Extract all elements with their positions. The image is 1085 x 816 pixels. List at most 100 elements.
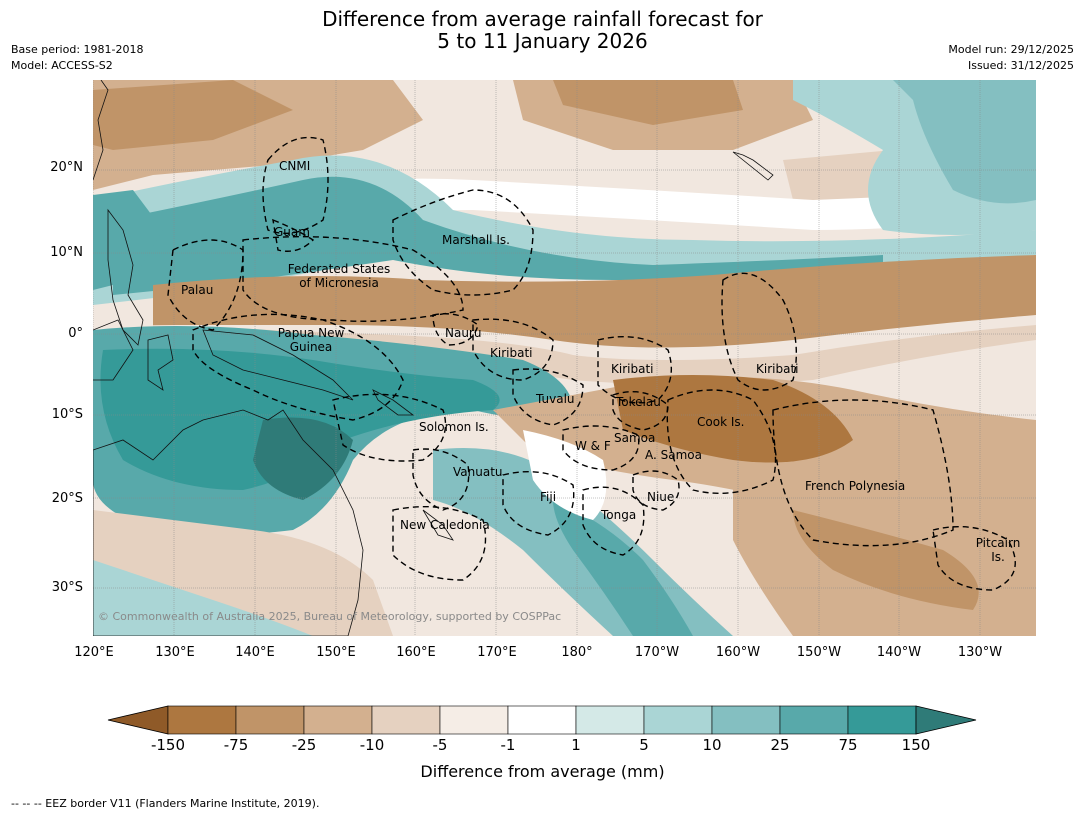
coastlines (93, 80, 774, 636)
new-caledonia-coast (422, 509, 454, 541)
lon-label-140e: 140°E (235, 645, 275, 660)
colorbar-tick-label: -5 (432, 736, 448, 754)
lon-label-150e: 150°E (316, 645, 356, 660)
eez-tonga (582, 486, 645, 556)
label-tonga: Tonga (601, 508, 637, 522)
colorbar-extend-low (107, 705, 169, 735)
eez-legend-note: -- -- -- EEZ border V11 (Flanders Marine… (11, 797, 320, 810)
model-run: Model run: 29/12/2025 (948, 43, 1074, 56)
label-new-caledonia: New Caledonia (400, 518, 490, 532)
colorbar-segment (303, 705, 373, 735)
colorbar-segment (847, 705, 917, 735)
asia-coast (93, 80, 109, 181)
label-nauru: Nauru (445, 326, 482, 340)
eez-borders (167, 136, 1016, 591)
colorbar-tick-label: -10 (359, 736, 385, 754)
label-cnmi: CNMI (279, 159, 311, 173)
label-tokelau: Tokelau (616, 395, 661, 409)
eez-french-polynesia (772, 399, 954, 547)
rainfall-map (93, 80, 1036, 636)
title-line-1: Difference from average rainfall forecas… (322, 7, 763, 31)
map-title: Difference from average rainfall forecas… (0, 8, 1085, 52)
australia-coast (93, 409, 364, 636)
label-palau: Palau (181, 283, 214, 297)
eez-tokelau (612, 391, 669, 431)
central-south-brown-core (613, 375, 853, 463)
label-french-polynesia: French Polynesia (805, 479, 906, 493)
label-fsm: Federated States of Micronesia (287, 262, 391, 290)
graticule (93, 80, 1036, 636)
eez-kiribati-west (472, 318, 554, 381)
lat-label-20n: 20°N (50, 160, 83, 175)
lon-label-130e: 130°E (155, 645, 195, 660)
label-marshall: Marshall Is. (442, 233, 510, 247)
label-fiji: Fiji (540, 490, 557, 504)
title-line-2: 5 to 11 January 2026 (437, 29, 648, 53)
issued-date: Issued: 31/12/2025 (967, 59, 1074, 72)
lat-label-10n: 10°N (50, 245, 83, 260)
southwest-deep-teal (253, 417, 353, 500)
eez-nauru (432, 313, 479, 346)
colorbar-segment (643, 705, 713, 735)
lon-label-170w: 170°W (634, 645, 680, 660)
colorbar (107, 705, 977, 735)
colorbar-segment (371, 705, 441, 735)
colorbar-segment (575, 705, 645, 735)
eez-marshall (392, 189, 534, 296)
north-central-brown-core (553, 80, 743, 125)
copyright-notice: © Commonwealth of Australia 2025, Bureau… (98, 610, 562, 623)
label-kiribati-central: Kiribati (611, 362, 654, 376)
colorbar-extend-high (915, 705, 977, 735)
lat-label-20s: 20°S (51, 491, 83, 506)
meta-left: Base period: 1981-2018 Model: ACCESS-S2 (11, 42, 143, 74)
colorbar-tick-label: 25 (770, 736, 790, 754)
lat-label-0: 0° (68, 326, 83, 341)
label-kiribati-west: Kiribati (490, 346, 533, 360)
fiji-white (523, 430, 607, 520)
colorbar-tick-label: -150 (150, 736, 186, 754)
colorbar-tick-label: -75 (223, 736, 249, 754)
label-wf: W & F (575, 439, 611, 453)
sulawesi-coast (147, 334, 174, 391)
hawaii-coast (732, 151, 774, 181)
meta-right: Model run: 29/12/2025 Issued: 31/12/2025 (948, 42, 1074, 74)
equatorial-brown (153, 255, 1036, 348)
eez-vanuatu (412, 448, 470, 511)
new-guinea-coast (202, 329, 354, 401)
colorbar-tick-label: 1 (571, 736, 581, 754)
colorbar-segment (507, 705, 577, 735)
colorbar-label: Difference from average (mm) (420, 762, 665, 781)
colorbar-tick-label: 75 (838, 736, 858, 754)
lon-label-120e: 120°E (74, 645, 114, 660)
model-name: Model: ACCESS-S2 (11, 59, 113, 72)
lon-label-130w: 130°W (957, 645, 1003, 660)
solomon-coast (372, 389, 415, 416)
northwest-teal (93, 190, 163, 290)
lon-label-140w: 140°W (876, 645, 922, 660)
colorbar-tick-label: 10 (702, 736, 722, 754)
north-teal-core (113, 176, 883, 295)
colorbar-tick-label: 5 (639, 736, 649, 754)
eez-cnmi (262, 136, 329, 234)
label-samoa: Samoa (614, 431, 656, 445)
label-solomon: Solomon Is. (419, 420, 489, 434)
rainfall-fields (93, 80, 1036, 636)
eez-cook (666, 389, 777, 494)
colorbar-tick-label: 150 (901, 736, 931, 754)
eez-fsm (242, 235, 464, 322)
colorbar-segment (779, 705, 849, 735)
label-asamoa: A. Samoa (645, 448, 702, 462)
label-png: Papua New Guinea (277, 326, 345, 354)
label-guam: Guam (274, 225, 310, 239)
eez-niue (632, 470, 680, 511)
lon-label-160w: 160°W (715, 645, 761, 660)
label-pitcairn: Pitcairn Is. (975, 536, 1021, 564)
lon-label-160e: 160°E (396, 645, 436, 660)
label-cook: Cook Is. (697, 415, 745, 429)
base-period: Base period: 1981-2018 (11, 43, 144, 56)
colorbar-tick-label: -25 (291, 736, 317, 754)
colorbar-segment (711, 705, 781, 735)
eez-png (192, 313, 404, 421)
map-canvas (93, 80, 1036, 636)
southeast-brown-core (793, 510, 979, 610)
